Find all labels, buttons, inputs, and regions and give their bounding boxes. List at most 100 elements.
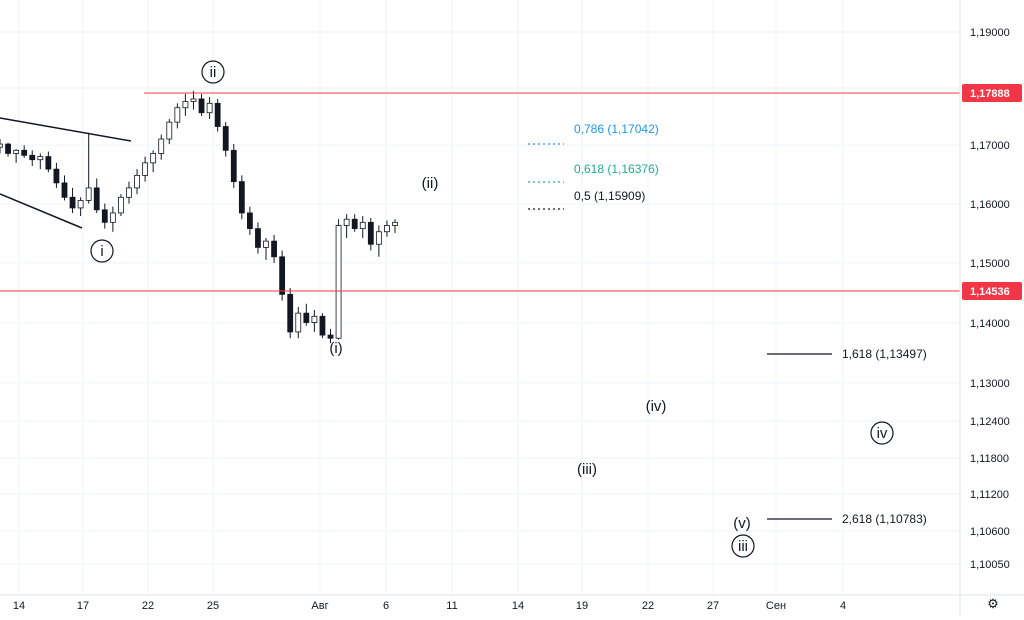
candle-body: [174, 107, 181, 123]
price-tick-label: 1,11800: [970, 453, 1009, 465]
wave-label-circle: [731, 534, 755, 558]
fib-level-label: 0,786 (1,17042): [574, 122, 659, 136]
candle-body: [53, 168, 60, 184]
candle-body: [206, 102, 213, 114]
candle-body: [375, 231, 382, 245]
candle-body: [85, 187, 92, 201]
wave-label: (i): [329, 340, 342, 357]
candle-body: [392, 221, 398, 226]
candle-body: [69, 196, 76, 209]
candle-body: [359, 221, 366, 230]
wave-label: i: [100, 243, 103, 260]
candle-body: [238, 181, 245, 214]
price-tick-label: 1,16000: [970, 199, 1010, 211]
wave-label: iii: [738, 538, 748, 555]
candle-body: [101, 209, 108, 223]
candle-body: [367, 221, 374, 245]
time-tick-label: 22: [642, 600, 654, 612]
price-tick-label: 1,19000: [970, 27, 1010, 39]
wave-label: ii: [210, 64, 217, 81]
candle-body: [150, 153, 157, 164]
candle-body: [198, 98, 205, 114]
candle-body: [158, 138, 165, 154]
wave-label-circle: [870, 421, 894, 445]
candle-body: [335, 225, 342, 339]
candle-body: [271, 240, 277, 258]
candle-body: [319, 315, 326, 336]
candle-body: [279, 256, 286, 295]
time-tick-label: 19: [576, 600, 588, 612]
time-tick-label: 6: [383, 600, 389, 612]
price-tick-label: 1,10050: [970, 559, 1010, 571]
candle-body: [0, 143, 3, 148]
time-tick-label: Авг: [311, 600, 328, 612]
wave-label: iv: [877, 425, 888, 442]
candle-body: [351, 218, 358, 230]
price-tag-label: 1,14536: [970, 286, 1010, 298]
candle-body: [230, 149, 237, 183]
candle-body: [134, 174, 140, 189]
candle-body: [246, 212, 253, 230]
candle-body: [77, 200, 84, 209]
price-axis[interactable]: 1,190001,180001,170001,160001,150001,140…: [959, 0, 1022, 615]
wave-label: (v): [733, 515, 751, 532]
fib-level-label: 1,618 (1,13497): [842, 347, 927, 361]
settings-button[interactable]: ⚙: [983, 595, 1003, 613]
time-tick-label: 27: [707, 600, 719, 612]
time-tick-label: 11: [446, 600, 457, 612]
horizontal-lines: [0, 92, 960, 292]
time-tick-label: 14: [512, 600, 524, 612]
fib-level-label: 2,618 (1,10783): [842, 512, 927, 526]
candle-body: [109, 212, 116, 223]
candle-body: [327, 334, 334, 339]
candle-body: [61, 182, 68, 198]
fib-levels: 0,786 (1,17042) 0,618 (1,16376) 0,5 (1,159…: [528, 122, 927, 526]
candle-body: [255, 228, 261, 248]
candle-body: [5, 143, 11, 154]
time-tick-label: 14: [13, 600, 25, 612]
candle-body: [343, 218, 350, 226]
candle-body: [93, 187, 100, 211]
candle-body: [142, 162, 149, 176]
time-tick-label: 17: [77, 600, 89, 612]
candle-body: [13, 149, 20, 154]
wave-label: (iii): [577, 461, 597, 478]
wave-label: (iv): [646, 398, 667, 415]
time-tick-label: 25: [207, 600, 219, 612]
candle-body: [263, 240, 269, 248]
price-tick-label: 1,15000: [970, 258, 1010, 270]
candle-body: [29, 154, 36, 161]
candle-body: [118, 196, 124, 214]
candle-body: [214, 102, 221, 127]
wave-label-circle: [201, 60, 225, 84]
fib-level-label: 0,5 (1,15909): [574, 189, 645, 203]
candle-body: [190, 98, 197, 102]
candle-body: [166, 121, 173, 140]
gear-icon: ⚙: [987, 596, 999, 611]
price-tag: [962, 282, 1022, 300]
wedge-upper-line: [0, 117, 132, 142]
price-tick-label: 1,13000: [970, 378, 1010, 390]
candle-body: [45, 156, 52, 170]
candle-body: [182, 101, 189, 109]
candle-body: [295, 312, 302, 333]
time-axis[interactable]: 14 17 22 25 Авг 6 11 14 19 22 27 Сен 4: [0, 594, 1024, 612]
price-tick-label: 1,11200: [970, 489, 1009, 501]
price-tag: [962, 84, 1022, 102]
price-tick-label: 1,10600: [970, 526, 1010, 538]
price-tick-label: 1,17000: [970, 140, 1010, 152]
price-tag-label: 1,17888: [970, 88, 1010, 100]
price-tick-label: 1,14000: [970, 318, 1010, 330]
candle-body: [126, 187, 132, 198]
wave-label: (ii): [422, 175, 439, 192]
candlestick-series: [0, 90, 398, 344]
time-tick-label: 4: [840, 600, 846, 612]
time-tick-label: 22: [142, 600, 154, 612]
candle-body: [222, 126, 229, 151]
time-tick-label: Сен: [766, 600, 786, 612]
candle-body: [311, 315, 318, 323]
price-tick-label: 1,12400: [970, 416, 1010, 428]
